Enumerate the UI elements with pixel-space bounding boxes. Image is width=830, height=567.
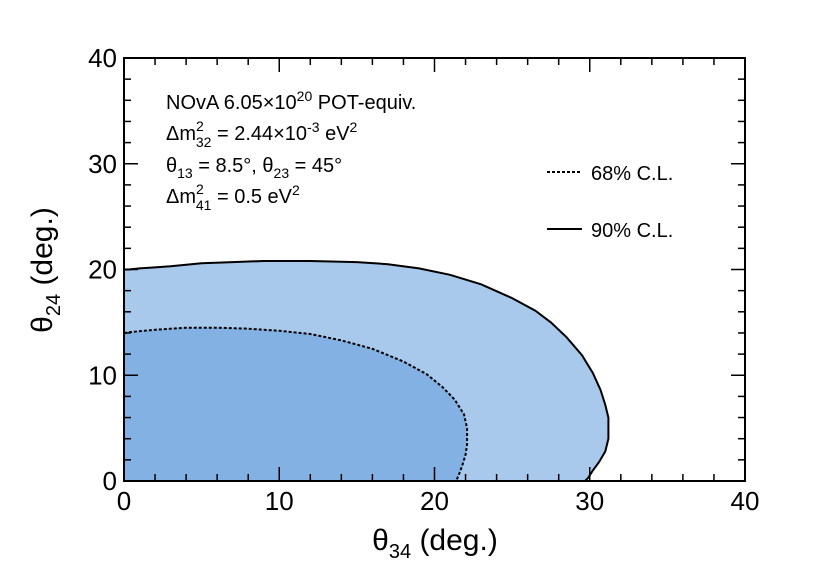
x-tick-label: 20 (420, 486, 449, 516)
x-tick-label: 0 (117, 486, 131, 516)
y-axis-title: θ24 (deg.) (26, 207, 65, 333)
annotation-exposure: NOvA 6.05×1020 POT-equiv. (166, 88, 416, 114)
legend-label-90: 90% C.L. (591, 220, 673, 242)
legend: 68% C.L. 90% C.L. (547, 163, 673, 242)
contour-fills (124, 261, 609, 481)
y-tick-label: 30 (88, 149, 117, 179)
x-tick-label: 10 (265, 486, 294, 516)
y-tick-label: 20 (88, 255, 117, 285)
contour-68 (123, 326, 469, 482)
annotation-dm32: Δm2 32 = 2.44×10-3 eV2 (166, 118, 358, 150)
legend-label-68: 68% C.L. (591, 163, 673, 185)
y-tick-label: 10 (88, 360, 117, 390)
x-tick-label: 30 (575, 486, 604, 516)
x-tick-label: 40 (731, 486, 760, 516)
contour-90 (124, 260, 610, 482)
annotation-dm41: Δm2 41 = 0.5 eV2 (166, 181, 300, 213)
x-axis-title: θ34 (deg.) (372, 524, 498, 563)
annotation-mixing-angles: θ13 = 8.5°, θ23 = 45° (166, 155, 342, 181)
plot-frame (123, 57, 746, 482)
y-tick-label: 40 (88, 43, 117, 73)
y-tick-label: 0 (103, 466, 117, 496)
tick-labels: 0 10 20 30 40 0 10 20 30 40 (88, 43, 759, 516)
region-fill-68 (124, 327, 468, 481)
annotation-block: NOvA 6.05×1020 POT-equiv. Δm2 32 = 2.44×1… (166, 88, 416, 213)
